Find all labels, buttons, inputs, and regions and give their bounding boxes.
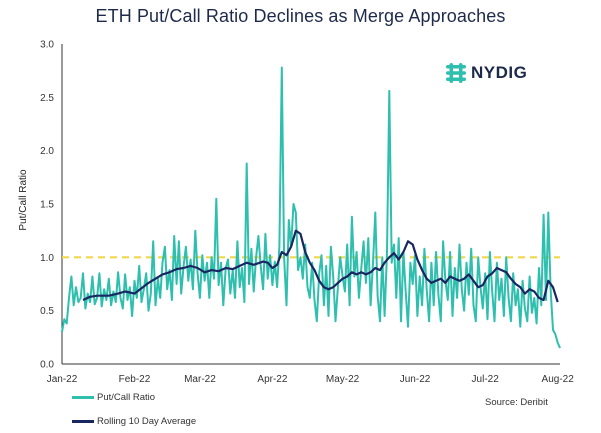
- legend-swatch-put-call-ratio: [72, 395, 94, 399]
- y-tick-label: 2.0: [40, 146, 54, 157]
- x-tick-label: Feb-22: [119, 374, 151, 385]
- brand-logo: NYDIG: [445, 62, 527, 84]
- x-tick-label: Jun-22: [400, 374, 431, 385]
- legend-label-put-call-ratio: Put/Call Ratio: [97, 391, 156, 403]
- series-rolling-10-day-average: [82, 229, 559, 303]
- y-tick-label: 0.0: [40, 360, 54, 371]
- y-axis-label: Put/Call Ratio: [18, 169, 29, 231]
- x-tick-label: Apr-22: [257, 374, 287, 385]
- x-tick-label: Jul-22: [472, 374, 500, 385]
- series-put-call-ratio: [61, 66, 561, 349]
- axes: [61, 44, 560, 365]
- x-tick-label: Aug-22: [542, 374, 575, 385]
- legend-item-put-call-ratio: Put/Call Ratio: [72, 385, 196, 409]
- y-tick-label: 0.5: [40, 306, 54, 317]
- x-tick-label: Mar-22: [184, 374, 216, 385]
- x-tick-label: May-22: [326, 374, 360, 385]
- source-note: Source: Deribit: [485, 397, 548, 408]
- tick-labels: 0.0 0.5 1.0 1.5 2.0 2.5 3.0 Jan-22 Feb-22 Mar-22 A…: [40, 40, 574, 386]
- legend-label-rolling-average: Rolling 10 Day Average: [97, 415, 197, 427]
- x-tick-label: Jan-22: [47, 374, 78, 385]
- nydig-logo-icon: [446, 63, 466, 83]
- y-tick-label: 2.5: [40, 93, 54, 104]
- legend-item-rolling-average: Rolling 10 Day Average: [72, 409, 196, 433]
- chart-title: ETH Put/Call Ratio Declines as Merge App…: [95, 6, 506, 26]
- y-tick-label: 3.0: [40, 40, 54, 51]
- legend: Put/Call Ratio Rolling 10 Day Average: [72, 385, 196, 433]
- y-tick-label: 1.0: [40, 253, 54, 264]
- legend-swatch-rolling-average: [72, 419, 94, 423]
- y-tick-label: 1.5: [40, 200, 54, 211]
- brand-name: NYDIG: [471, 63, 528, 82]
